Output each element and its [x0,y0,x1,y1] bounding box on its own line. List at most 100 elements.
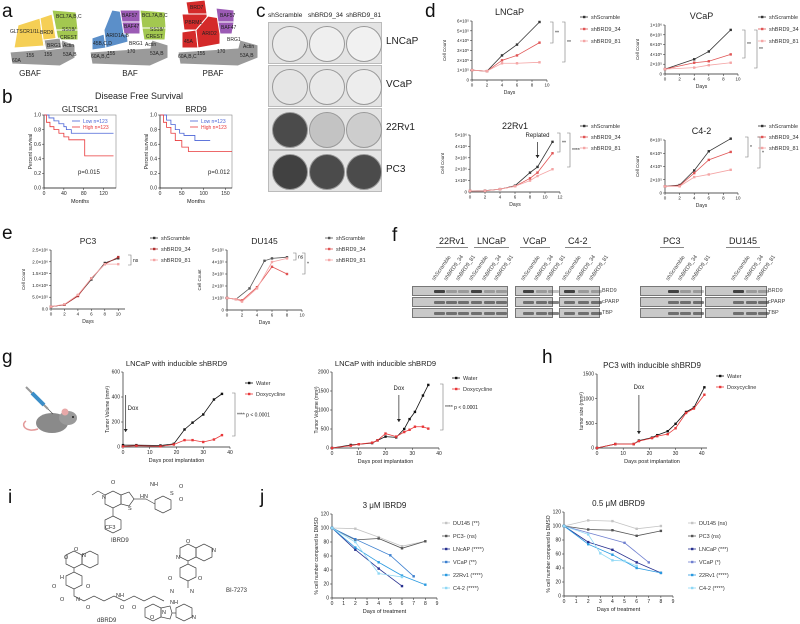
x-tick-label: 8 [529,195,532,200]
y-tick-label: 2.0×10⁶ [32,259,48,264]
data-point [623,559,626,563]
protein-band [680,312,691,315]
data-point [635,561,638,564]
protein-band [733,301,744,304]
legend-label: 22Rv1 (****) [699,573,729,579]
series-line-low [160,114,211,141]
series-line-shscramble [50,257,119,308]
data-point [202,440,205,444]
cell-line-label: 22Rv1 [386,122,415,133]
data-point [285,272,289,276]
protein-band [434,312,445,315]
y-tick-label: 4×10⁵ [457,38,469,43]
x-tick-label: 6 [708,77,711,82]
protein-band [434,301,445,304]
data-point [674,427,677,430]
protein-band [668,301,679,304]
chart-title: 22Rv1 [502,121,528,131]
data-point [135,444,138,447]
cell-line-label: PC3 [386,164,406,175]
x-tick-label: 0 [43,191,46,197]
x-axis-label: Days [82,319,94,325]
cell-line-label: LNCaP [386,36,419,47]
y-axis-label: Cell Count [635,38,640,60]
colony-plate [309,112,345,148]
gbaf-subunit: 53A,B [63,52,77,58]
protein-band [471,290,482,293]
baf-label: BAF [122,69,138,78]
data-point [611,548,614,551]
y-tick-label: 40 [323,568,329,574]
data-point [703,393,706,396]
chart-title: PC3 with inducible shBRD9 [603,361,701,370]
y-axis-label: Cell Count [197,269,202,291]
legend-marker [583,146,586,150]
legend-marker [761,146,764,150]
data-point [400,574,404,577]
x-axis-label: Months [187,199,205,205]
significance-bracket [745,136,749,158]
legend-marker [445,534,448,538]
x-axis-label: Days post implantation [149,458,205,464]
p-value-label: p=0.015 [78,170,101,176]
data-point [183,438,186,442]
legend-marker [761,135,764,139]
legend-label: shScramble [161,236,190,242]
data-point [400,575,404,579]
data-point [678,185,681,188]
x-tick-label: 6 [401,601,404,607]
legend-marker [248,381,251,385]
y-tick-label: 1000 [318,408,329,414]
significance-bracket [232,392,236,437]
protein-band [484,290,495,293]
data-point [623,541,626,544]
data-point [400,584,404,588]
x-tick-label: 6 [708,196,711,201]
x-axis-label: Days post implantation [624,459,680,465]
significance-label: ** [555,31,559,37]
y-tick-label: 5×10⁵ [212,248,224,253]
data-point [587,543,590,546]
data-point [500,62,504,65]
legend-marker [328,247,331,251]
x-tick-label: 12 [557,195,563,200]
data-point [408,417,411,421]
data-point [707,158,710,162]
protein-band [758,312,769,315]
data-point [212,398,216,401]
protein-band [484,312,495,315]
chart-d-22rv1: 0 2 4 6 8 10 12 0 1×10⁶ 2×10⁶ 3×10⁶ 4×10⁶ 5×10⁶ 22Rv1… [440,121,621,208]
x-tick-label: 8 [286,313,289,318]
gbaf-subunit: Actin [63,43,74,49]
y-tick-label: 1×10⁶ [650,23,662,28]
y-axis-label: Percent survival [144,134,150,170]
significance-bracket [757,136,761,169]
data-point [632,442,635,446]
pbaf-subunit: 60A,B,C [178,54,197,60]
legend-marker [153,247,156,251]
atom-label: O [132,605,137,611]
data-point [424,583,427,586]
legend-label: High n=123 [201,125,227,131]
legend-label: shBRD9_81 [769,146,799,152]
chart-title: 0.5 μM dBRD9 [592,499,645,508]
arrow-head-icon [636,431,641,434]
protein-band [536,312,547,315]
significance-bracket [742,29,746,59]
pbaf-subunit: 53A,B [240,53,254,59]
x-tick-label: 2 [587,599,590,605]
atom-label: N [82,553,86,559]
x-tick-label: 8 [722,77,725,82]
legend-label: shScramble [336,236,365,242]
y-tick-label: 0 [659,191,662,196]
arrow-head-icon [123,429,128,432]
blot-strip [412,286,508,296]
data-point [536,171,539,174]
chart-title: PC3 [80,236,97,246]
data-point [234,298,238,301]
legend-label: C4-2 (****) [453,586,479,592]
legend-marker [248,392,251,396]
protein-band [578,312,589,315]
legend-label: shBRD9_34 [336,247,366,253]
